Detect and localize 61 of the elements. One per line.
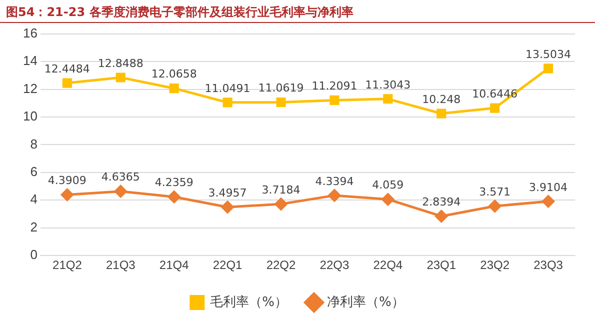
data-label: 3.9104	[529, 180, 568, 194]
y-tick-label: 0	[30, 247, 38, 262]
x-tick-label: 22Q4	[373, 258, 403, 272]
point	[168, 190, 180, 204]
legend-label: 净利率（%）	[327, 294, 404, 310]
x-tick-label: 21Q3	[106, 258, 136, 272]
point	[383, 94, 393, 104]
point	[328, 189, 341, 202]
legend-label: 毛利率（%）	[210, 294, 288, 310]
point	[543, 64, 554, 74]
point	[274, 198, 288, 210]
y-tick-label: 4	[30, 192, 38, 207]
data-label: 11.0619	[258, 82, 304, 95]
x-tick-label: 21Q4	[159, 258, 190, 272]
data-label: 13.5034	[526, 48, 572, 61]
data-label: 12.8488	[98, 56, 144, 70]
data-label: 4.3909	[48, 174, 86, 188]
x-tick-label: 23Q3	[534, 258, 564, 272]
chart-title: 图54：21-23 各季度消费电子零部件及组装行业毛利率与净利率	[0, 0, 595, 23]
data-label: 11.2091	[312, 80, 358, 93]
x-tick-label: 23Q2	[480, 258, 510, 272]
data-label: 4.2359	[154, 176, 194, 190]
y-tick-label: 12	[22, 80, 38, 96]
point	[276, 97, 286, 108]
y-tick-label: 2	[30, 219, 38, 234]
data-label: 4.059	[372, 178, 404, 192]
x-tick-label: 23Q1	[426, 258, 456, 272]
data-label: 12.0658	[151, 68, 197, 81]
y-tick-label: 6	[30, 164, 38, 180]
data-label: 3.7184	[262, 183, 300, 196]
point	[490, 103, 500, 113]
data-label: 3.4957	[208, 186, 247, 200]
x-tick-label: 22Q3	[320, 258, 350, 272]
point	[382, 193, 394, 206]
y-tick-label: 16	[22, 25, 38, 40]
y-tick-label: 8	[30, 136, 38, 152]
data-label: 2.8394	[422, 196, 461, 209]
data-label: 10.248	[422, 92, 461, 106]
data-label: 3.571	[479, 185, 511, 198]
point	[169, 84, 179, 94]
point	[62, 78, 72, 88]
data-label: 11.0491	[204, 82, 250, 95]
x-tick-label: 22Q1	[212, 258, 243, 272]
point	[221, 200, 234, 214]
point	[330, 95, 340, 105]
point	[488, 200, 502, 212]
data-label: 4.6365	[101, 170, 140, 184]
point	[436, 108, 446, 118]
data-label: 11.3043	[365, 78, 411, 92]
point	[435, 210, 448, 222]
data-label: 12.4484	[44, 62, 90, 76]
x-tick-label: 22Q2	[266, 258, 296, 272]
y-tick-label: 10	[22, 108, 38, 124]
point	[542, 195, 555, 208]
point	[116, 72, 126, 82]
x-tick-label: 21Q2	[52, 258, 82, 272]
point	[222, 98, 232, 108]
y-tick-label: 14	[22, 53, 38, 68]
point	[114, 185, 127, 198]
point	[60, 188, 74, 201]
data-label: 4.3394	[315, 174, 354, 188]
